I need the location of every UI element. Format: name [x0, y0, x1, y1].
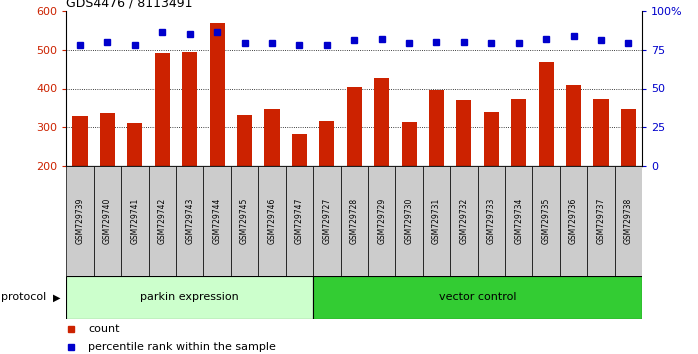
Bar — [341, 166, 368, 276]
Bar — [209, 23, 225, 166]
Bar — [395, 166, 423, 276]
Bar — [511, 99, 526, 166]
Bar — [566, 85, 581, 166]
Bar — [149, 166, 176, 276]
Bar — [477, 166, 505, 276]
Text: GSM729737: GSM729737 — [597, 198, 606, 245]
Bar — [265, 109, 279, 166]
Bar — [292, 135, 307, 166]
Bar — [100, 113, 115, 166]
Bar — [621, 109, 636, 166]
Bar — [237, 115, 252, 166]
Bar — [539, 62, 554, 166]
Text: GSM729727: GSM729727 — [322, 198, 332, 244]
Text: vector control: vector control — [439, 292, 517, 302]
Text: GSM729732: GSM729732 — [459, 198, 468, 244]
Text: count: count — [88, 324, 120, 334]
Bar — [368, 166, 395, 276]
Text: GSM729744: GSM729744 — [213, 198, 222, 245]
Bar — [484, 112, 499, 166]
Text: GSM729738: GSM729738 — [624, 198, 633, 244]
Bar — [347, 86, 362, 166]
Text: protocol: protocol — [1, 292, 47, 302]
Bar — [73, 116, 87, 166]
Text: GSM729734: GSM729734 — [514, 198, 524, 245]
Text: percentile rank within the sample: percentile rank within the sample — [88, 342, 276, 352]
Text: GSM729743: GSM729743 — [185, 198, 194, 245]
Bar — [423, 166, 450, 276]
Text: GSM729745: GSM729745 — [240, 198, 249, 245]
Bar — [285, 166, 313, 276]
Bar — [533, 166, 560, 276]
Bar — [94, 166, 121, 276]
Text: GSM729730: GSM729730 — [405, 198, 414, 245]
Text: GSM729729: GSM729729 — [377, 198, 386, 244]
Bar — [429, 90, 444, 166]
Bar — [155, 53, 170, 166]
Bar — [121, 166, 149, 276]
Bar — [313, 276, 642, 319]
Bar — [450, 166, 477, 276]
Bar — [66, 276, 313, 319]
Bar — [615, 166, 642, 276]
Bar — [319, 121, 334, 166]
Text: GSM729746: GSM729746 — [267, 198, 276, 245]
Bar — [231, 166, 258, 276]
Text: GSM729741: GSM729741 — [131, 198, 140, 244]
Text: GSM729733: GSM729733 — [487, 198, 496, 245]
Bar — [593, 99, 609, 166]
Bar — [182, 52, 198, 166]
Text: GSM729736: GSM729736 — [569, 198, 578, 245]
Bar — [587, 166, 615, 276]
Text: GSM729728: GSM729728 — [350, 198, 359, 244]
Text: parkin expression: parkin expression — [140, 292, 239, 302]
Text: GSM729740: GSM729740 — [103, 198, 112, 245]
Text: GSM729742: GSM729742 — [158, 198, 167, 244]
Text: GSM729731: GSM729731 — [432, 198, 441, 244]
Bar — [176, 166, 203, 276]
Bar — [127, 123, 142, 166]
Bar — [560, 166, 587, 276]
Text: GSM729735: GSM729735 — [542, 198, 551, 245]
Text: GSM729739: GSM729739 — [75, 198, 84, 245]
Bar — [203, 166, 231, 276]
Bar — [374, 78, 389, 166]
Bar — [258, 166, 285, 276]
Bar — [456, 100, 471, 166]
Text: GSM729747: GSM729747 — [295, 198, 304, 245]
Bar — [313, 166, 341, 276]
Bar — [66, 166, 94, 276]
Text: GDS4476 / 8113491: GDS4476 / 8113491 — [66, 0, 193, 10]
Bar — [505, 166, 533, 276]
Bar — [401, 122, 417, 166]
Text: ▶: ▶ — [53, 292, 61, 302]
